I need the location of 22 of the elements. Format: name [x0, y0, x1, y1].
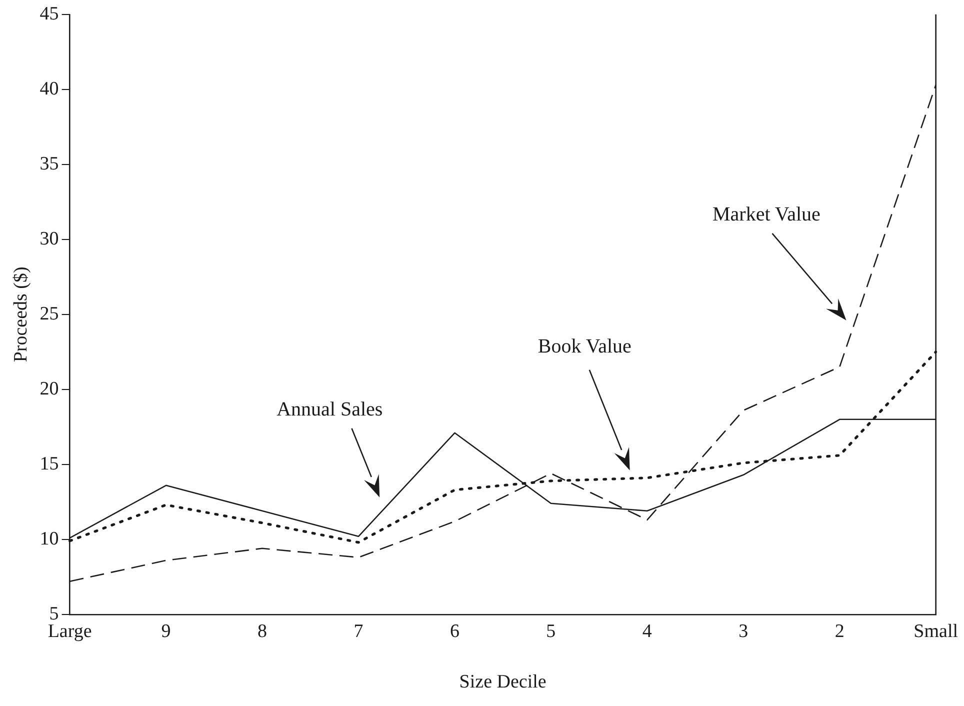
- y-tick-label: 45: [40, 3, 59, 24]
- y-axis-title: Proceeds ($): [10, 266, 32, 362]
- x-axis-title: Size Decile: [459, 672, 546, 693]
- x-tick-label: 5: [546, 620, 556, 642]
- x-tick-label: 8: [258, 620, 267, 642]
- x-tick-label: 7: [354, 620, 364, 642]
- x-tick-label: 3: [738, 620, 748, 642]
- y-tick-label: 15: [40, 453, 59, 474]
- x-tick-label: 6: [450, 620, 460, 642]
- annotation: Market Value: [712, 204, 821, 226]
- y-tick-label: 30: [40, 228, 59, 250]
- y-tick-label: 20: [40, 378, 59, 400]
- x-tick-label: 9: [161, 620, 171, 642]
- y-tick-label: 10: [40, 528, 59, 550]
- y-tick-label: 25: [40, 303, 59, 324]
- y-tick-label: 35: [40, 153, 59, 174]
- x-tick-label: Small: [914, 620, 958, 642]
- x-tick-label: 4: [642, 620, 652, 642]
- annotation: Annual Sales: [276, 398, 383, 421]
- y-tick-label: 40: [40, 78, 59, 100]
- annotation: Book Value: [538, 336, 632, 358]
- x-tick-label: 2: [834, 620, 844, 642]
